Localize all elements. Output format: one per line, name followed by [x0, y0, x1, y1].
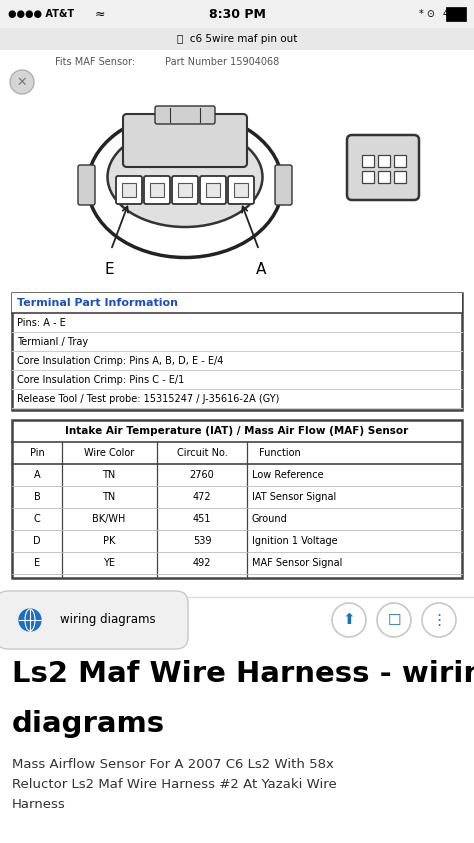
Circle shape — [377, 603, 411, 637]
Bar — [362, 155, 374, 167]
Text: D: D — [33, 536, 41, 546]
Text: Ls2 Maf Wire Harness - wiring: Ls2 Maf Wire Harness - wiring — [12, 660, 474, 688]
Text: A: A — [34, 470, 40, 480]
Text: ≈: ≈ — [95, 8, 106, 20]
FancyBboxPatch shape — [0, 591, 188, 649]
Text: Ground: Ground — [252, 514, 288, 524]
Bar — [206, 183, 220, 197]
Text: diagrams: diagrams — [12, 710, 165, 738]
FancyBboxPatch shape — [347, 135, 419, 200]
Text: 🔍  c6 5wire maf pin out: 🔍 c6 5wire maf pin out — [177, 34, 297, 44]
Text: Terminal Part Information: Terminal Part Information — [17, 298, 178, 308]
Text: ✕: ✕ — [17, 76, 27, 89]
FancyBboxPatch shape — [172, 176, 198, 204]
Text: E: E — [34, 558, 40, 568]
Text: 48%: 48% — [443, 9, 464, 19]
Text: 492: 492 — [193, 558, 211, 568]
FancyBboxPatch shape — [144, 176, 170, 204]
Bar — [12, 420, 462, 578]
Circle shape — [332, 603, 366, 637]
Text: IAT Sensor Signal: IAT Sensor Signal — [252, 492, 336, 502]
FancyBboxPatch shape — [275, 165, 292, 205]
Bar — [378, 155, 390, 167]
Text: 8:30 PM: 8:30 PM — [209, 8, 265, 20]
Text: PK: PK — [103, 536, 115, 546]
Text: Core Insulation Crimp: Pins A, B, D, E - E/4: Core Insulation Crimp: Pins A, B, D, E -… — [17, 356, 223, 366]
Text: Ignition 1 Voltage: Ignition 1 Voltage — [252, 536, 337, 546]
FancyBboxPatch shape — [155, 106, 215, 124]
Bar — [394, 171, 406, 183]
Text: * ⊙: * ⊙ — [419, 9, 435, 19]
Bar — [12, 293, 462, 313]
Text: Function: Function — [259, 448, 301, 458]
Bar — [122, 183, 136, 197]
Text: BK/WH: BK/WH — [92, 514, 126, 524]
Text: YE: YE — [103, 558, 115, 568]
Bar — [446, 7, 466, 21]
Text: 472: 472 — [193, 492, 211, 502]
Text: ⬆: ⬆ — [343, 613, 356, 627]
FancyBboxPatch shape — [123, 114, 247, 167]
Bar — [150, 183, 164, 197]
Circle shape — [19, 609, 41, 631]
Text: MAF Sensor Signal: MAF Sensor Signal — [252, 558, 342, 568]
Ellipse shape — [108, 127, 263, 227]
Bar — [394, 155, 406, 167]
Text: ⋮: ⋮ — [431, 613, 447, 627]
FancyBboxPatch shape — [78, 165, 95, 205]
Text: C: C — [34, 514, 40, 524]
Text: Fits MAF Sensor:: Fits MAF Sensor: — [55, 57, 135, 67]
Text: Circuit No.: Circuit No. — [177, 448, 228, 458]
Bar — [234, 183, 248, 197]
Text: ●●●● AT&T: ●●●● AT&T — [8, 9, 74, 19]
Text: Pins: A - E: Pins: A - E — [17, 318, 66, 328]
FancyBboxPatch shape — [228, 176, 254, 204]
FancyBboxPatch shape — [116, 176, 142, 204]
Text: Part Number 15904068: Part Number 15904068 — [165, 57, 279, 67]
Bar — [12, 293, 462, 410]
Text: Core Insulation Crimp: Pins C - E/1: Core Insulation Crimp: Pins C - E/1 — [17, 375, 184, 385]
Bar — [378, 171, 390, 183]
Bar — [0, 28, 474, 50]
Text: Wire Color: Wire Color — [84, 448, 134, 458]
Text: Low Reference: Low Reference — [252, 470, 324, 480]
Bar — [362, 171, 374, 183]
Text: 539: 539 — [193, 536, 211, 546]
Text: E: E — [104, 262, 114, 277]
Text: Pin: Pin — [29, 448, 45, 458]
Text: Harness: Harness — [12, 798, 66, 811]
Text: ☐: ☐ — [387, 613, 401, 627]
Text: wiring diagrams: wiring diagrams — [60, 614, 155, 626]
Text: Mass Airflow Sensor For A 2007 C6 Ls2 With 58x: Mass Airflow Sensor For A 2007 C6 Ls2 Wi… — [12, 758, 334, 771]
Text: Reluctor Ls2 Maf Wire Harness #2 At Yazaki Wire: Reluctor Ls2 Maf Wire Harness #2 At Yaza… — [12, 778, 337, 791]
Circle shape — [10, 70, 34, 94]
Text: TN: TN — [102, 492, 116, 502]
Text: B: B — [34, 492, 40, 502]
Text: Intake Air Temperature (IAT) / Mass Air Flow (MAF) Sensor: Intake Air Temperature (IAT) / Mass Air … — [65, 426, 409, 436]
Text: 451: 451 — [193, 514, 211, 524]
Bar — [178, 183, 192, 197]
Text: 2760: 2760 — [190, 470, 214, 480]
Ellipse shape — [88, 112, 283, 257]
Text: TN: TN — [102, 470, 116, 480]
Text: A: A — [256, 262, 266, 277]
Text: Termianl / Tray: Termianl / Tray — [17, 337, 88, 347]
FancyBboxPatch shape — [200, 176, 226, 204]
Text: Release Tool / Test probe: 15315247 / J-35616-2A (GY): Release Tool / Test probe: 15315247 / J-… — [17, 394, 279, 404]
Bar — [0, 0, 474, 28]
Circle shape — [422, 603, 456, 637]
